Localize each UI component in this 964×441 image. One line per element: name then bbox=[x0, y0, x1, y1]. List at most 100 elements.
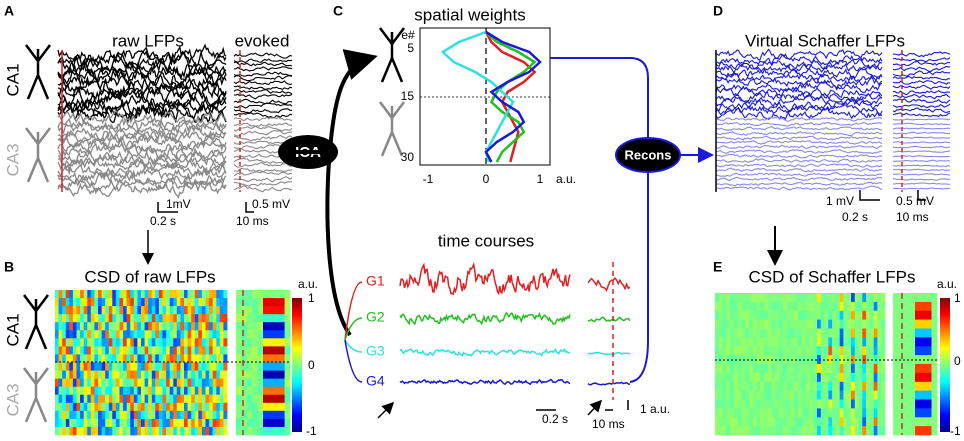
heatmap-cell bbox=[771, 301, 776, 312]
heatmap-cell bbox=[198, 378, 203, 388]
heatmap-cell bbox=[158, 330, 163, 339]
trace bbox=[233, 180, 293, 187]
heatmap-cell bbox=[80, 298, 85, 307]
heatmap-cell bbox=[284, 402, 291, 412]
heatmap-cell bbox=[284, 410, 291, 420]
heatmap-cell bbox=[162, 330, 167, 339]
heatmap-cell bbox=[931, 417, 938, 427]
heatmap-cell bbox=[873, 372, 878, 383]
heatmap-cell bbox=[737, 426, 742, 436]
heatmap-cell bbox=[273, 362, 280, 371]
heatmap-cell bbox=[915, 399, 921, 409]
scale-bar bbox=[859, 190, 880, 201]
heatmap-cell bbox=[783, 372, 788, 383]
heatmap-cell bbox=[219, 418, 224, 428]
heatmap-cell bbox=[141, 338, 145, 347]
heatmap-cell bbox=[854, 426, 859, 436]
panel-title: CSD of raw LFPs bbox=[84, 267, 215, 286]
heatmap-cell bbox=[749, 417, 754, 427]
heatmap-cell bbox=[198, 354, 203, 363]
heatmap-cell bbox=[216, 410, 221, 420]
heatmap-cell bbox=[813, 381, 818, 392]
heatmap-cell bbox=[909, 319, 916, 329]
heatmap-cell bbox=[931, 328, 938, 338]
heatmap-cell bbox=[915, 417, 921, 427]
heatmap-cell bbox=[194, 330, 199, 339]
trace bbox=[715, 99, 883, 112]
heatmap-cell bbox=[722, 426, 727, 436]
heatmap-cell bbox=[854, 381, 859, 392]
heatmap-cell bbox=[843, 346, 848, 356]
heatmap-cell bbox=[176, 354, 181, 363]
trace bbox=[892, 131, 951, 135]
trace bbox=[57, 82, 227, 103]
trace bbox=[587, 276, 631, 292]
heatmap-cell bbox=[273, 394, 280, 404]
heatmap-cell bbox=[737, 390, 742, 400]
heatmap-cell bbox=[273, 330, 280, 339]
heatmap-cell bbox=[760, 319, 765, 329]
heatmap-cell bbox=[767, 399, 773, 409]
heatmap-cell bbox=[65, 362, 70, 371]
heatmap-cell bbox=[771, 390, 776, 400]
heatmap-cell bbox=[236, 306, 242, 315]
heatmap-cell bbox=[809, 364, 814, 374]
heatmap-cell bbox=[767, 372, 773, 383]
heatmap-cell bbox=[212, 290, 217, 299]
heatmap-cell bbox=[909, 337, 916, 347]
trace bbox=[715, 144, 883, 150]
heatmap-cell bbox=[194, 314, 199, 323]
heatmap-cell bbox=[832, 426, 837, 436]
heatmap-cell bbox=[839, 310, 844, 321]
heatmap-cell bbox=[90, 378, 95, 388]
heatmap-cell bbox=[786, 301, 791, 312]
heatmap-cell bbox=[284, 330, 291, 339]
heatmap-cell bbox=[98, 314, 102, 323]
heatmap-cell bbox=[169, 394, 174, 404]
heatmap-cell bbox=[166, 386, 171, 396]
heatmap-cell bbox=[866, 301, 871, 312]
heatmap-cell bbox=[130, 306, 135, 315]
scale-bar bbox=[917, 190, 926, 201]
heatmap-cell bbox=[904, 328, 910, 338]
heatmap-cell bbox=[69, 402, 74, 412]
heatmap-cell bbox=[873, 310, 878, 321]
heatmap-cell bbox=[194, 426, 199, 436]
heatmap-cell bbox=[931, 319, 938, 329]
heatmap-cell bbox=[268, 386, 275, 396]
heatmap-cell bbox=[72, 322, 77, 331]
heatmap-cell bbox=[180, 290, 185, 299]
heatmap-cell bbox=[144, 410, 149, 420]
heatmap-cell bbox=[752, 328, 757, 338]
heatmap-cell bbox=[877, 399, 882, 409]
heatmap-cell bbox=[779, 337, 784, 347]
heatmap-cell bbox=[722, 310, 727, 321]
heatmap-cell bbox=[722, 328, 727, 338]
heatmap-cell bbox=[805, 346, 810, 356]
heatmap-cell bbox=[216, 330, 221, 339]
heatmap-cell bbox=[130, 354, 135, 363]
heatmap-cell bbox=[909, 372, 916, 383]
heatmap-cell bbox=[180, 410, 185, 420]
heatmap-cell bbox=[273, 386, 280, 396]
heatmap-cell bbox=[184, 378, 188, 388]
scale-label: 0.5 mV bbox=[896, 194, 934, 208]
heatmap-cell bbox=[779, 408, 784, 418]
trace bbox=[715, 94, 882, 108]
heatmap-cell bbox=[169, 378, 174, 388]
heatmap-cell bbox=[851, 372, 856, 383]
heatmap-cell bbox=[241, 346, 248, 355]
recons-label: Recons bbox=[625, 147, 672, 162]
heatmap-cell bbox=[176, 330, 181, 339]
heatmap-cell bbox=[733, 399, 739, 409]
heatmap-cell bbox=[718, 399, 723, 409]
heatmap-cell bbox=[105, 306, 110, 315]
heatmap-cell bbox=[843, 399, 848, 409]
heatmap-cell bbox=[65, 426, 70, 436]
heatmap-cell bbox=[805, 310, 810, 321]
heatmap-cell bbox=[58, 290, 63, 299]
heatmap-cell bbox=[835, 355, 841, 365]
heatmap-cell bbox=[869, 426, 875, 436]
heatmap-cell bbox=[869, 364, 875, 374]
heatmap-cell bbox=[877, 390, 882, 400]
